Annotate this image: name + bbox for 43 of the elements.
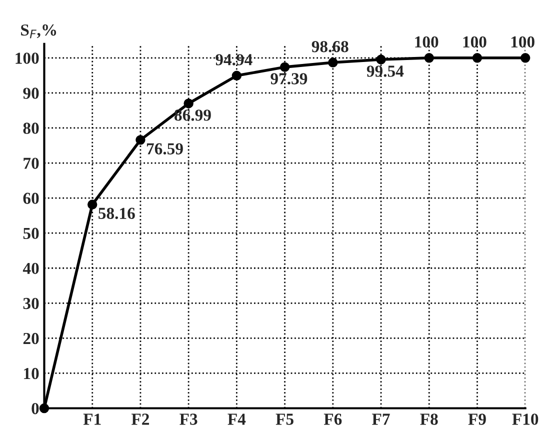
x-tick-label: F3 — [180, 414, 198, 425]
y-tick-label: 0 — [32, 402, 39, 414]
text: 99.54 — [366, 66, 404, 77]
text: 98.68 — [312, 40, 348, 52]
y-axis-title: S$_{F}$,% — [21, 24, 56, 38]
x-tick-label: F6 — [324, 414, 342, 425]
x-tick-label: F9 — [468, 414, 486, 425]
point — [424, 53, 434, 63]
x-tick-label: F1 — [83, 414, 101, 425]
text: 58.16 — [98, 208, 135, 220]
y-tick-label: 70 — [24, 158, 39, 169]
point — [87, 200, 98, 210]
y-tick-label: 100 — [16, 52, 39, 64]
point — [520, 53, 530, 63]
point — [472, 53, 482, 63]
y-tick-label: 30 — [23, 298, 39, 310]
point — [328, 58, 338, 68]
text: 100 — [511, 36, 534, 48]
point — [136, 135, 146, 145]
y-tick-label: 50 — [23, 228, 39, 240]
text: 97.39 — [270, 73, 308, 84]
y-tick-label: 20 — [23, 332, 39, 344]
point — [184, 98, 194, 108]
text: 94.94 — [216, 54, 252, 66]
y-tick-label: 90 — [23, 88, 39, 99]
x-tick-label: F8 — [420, 414, 438, 425]
point — [280, 62, 290, 72]
text: 86.99 — [174, 110, 211, 121]
point — [39, 403, 50, 414]
x-tick-label: F7 — [372, 414, 390, 425]
y-tick-label: 60 — [23, 192, 39, 204]
y-tick-label: 80 — [23, 122, 39, 134]
x-tick-label: F10 — [512, 414, 538, 425]
text: 100 — [463, 36, 486, 48]
x-tick-label: F5 — [276, 414, 294, 425]
y-tick-label: 40 — [22, 262, 39, 274]
x-tick-label: F2 — [131, 414, 150, 425]
y-tick-label: 10 — [24, 368, 39, 380]
text: 100 — [415, 36, 438, 48]
point — [232, 70, 242, 81]
text: 76.59 — [146, 143, 183, 155]
x-tick-label: F4 — [228, 414, 246, 425]
point — [376, 54, 386, 64]
